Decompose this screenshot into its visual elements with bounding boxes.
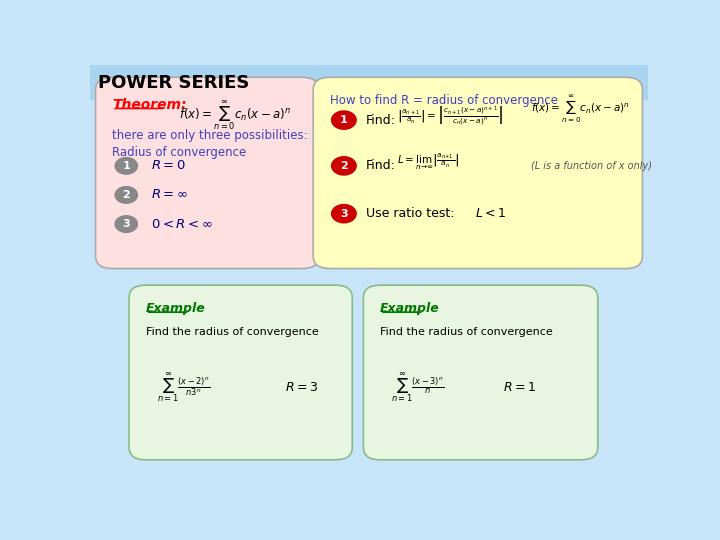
Text: Find the radius of convergence: Find the radius of convergence: [380, 327, 553, 337]
Text: $R = \infty$: $R = \infty$: [151, 188, 189, 201]
Text: $\left|\frac{a_{n+1}}{a_n}\right| = \left|\frac{c_{n+1}(x-a)^{n+1}}{c_n(x-a)^n}\: $\left|\frac{a_{n+1}}{a_n}\right| = \lef…: [397, 104, 503, 127]
Text: there are only three possibilities:: there are only three possibilities:: [112, 129, 308, 142]
FancyBboxPatch shape: [364, 285, 598, 460]
Circle shape: [115, 158, 138, 174]
Circle shape: [115, 216, 138, 232]
Text: Example: Example: [380, 302, 440, 315]
Text: $L < 1$: $L < 1$: [475, 207, 506, 220]
Text: $f(x)=\sum_{n=0}^{\infty}c_n(x-a)^n$: $f(x)=\sum_{n=0}^{\infty}c_n(x-a)^n$: [531, 94, 630, 125]
Text: 2: 2: [122, 190, 130, 200]
FancyBboxPatch shape: [90, 65, 648, 100]
Text: $\sum_{n=1}^{\infty}\frac{(x-3)^n}{n}$: $\sum_{n=1}^{\infty}\frac{(x-3)^n}{n}$: [392, 370, 444, 404]
FancyBboxPatch shape: [129, 285, 352, 460]
Text: (L is a function of x only): (L is a function of x only): [531, 161, 652, 171]
Circle shape: [332, 157, 356, 175]
Text: Use ratio test:: Use ratio test:: [366, 207, 455, 220]
Text: 3: 3: [340, 208, 348, 219]
Text: 2: 2: [340, 161, 348, 171]
Text: Find the radius of convergence: Find the radius of convergence: [145, 327, 318, 337]
Circle shape: [115, 187, 138, 203]
Text: $L = \lim_{n\to\infty}\left|\frac{a_{n+1}}{a_n}\right|$: $L = \lim_{n\to\infty}\left|\frac{a_{n+1…: [397, 152, 459, 172]
Text: 1: 1: [122, 161, 130, 171]
Text: $R = 0$: $R = 0$: [151, 159, 186, 172]
Text: $0 < R < \infty$: $0 < R < \infty$: [151, 218, 213, 231]
Text: $R = 3$: $R = 3$: [285, 381, 318, 394]
Text: Radius of convergence: Radius of convergence: [112, 146, 246, 159]
Text: $\sum_{n=1}^{\infty}\frac{(x-2)^n}{n3^n}$: $\sum_{n=1}^{\infty}\frac{(x-2)^n}{n3^n}…: [157, 370, 210, 404]
Text: Find:: Find:: [366, 113, 396, 126]
Text: How to find R = radius of convergence: How to find R = radius of convergence: [330, 94, 558, 107]
FancyBboxPatch shape: [313, 77, 642, 268]
Text: $f(x)=\sum_{n=0}^{\infty}c_n(x-a)^n$: $f(x)=\sum_{n=0}^{\infty}c_n(x-a)^n$: [179, 98, 291, 132]
Text: Example: Example: [145, 302, 205, 315]
Text: 3: 3: [122, 219, 130, 229]
FancyBboxPatch shape: [96, 77, 319, 268]
Text: Theorem:: Theorem:: [112, 98, 186, 112]
Text: 1: 1: [340, 115, 348, 125]
Circle shape: [332, 111, 356, 129]
Text: Find:: Find:: [366, 159, 396, 172]
Text: POWER SERIES: POWER SERIES: [99, 73, 250, 92]
Text: $R = 1$: $R = 1$: [503, 381, 536, 394]
Circle shape: [332, 205, 356, 223]
